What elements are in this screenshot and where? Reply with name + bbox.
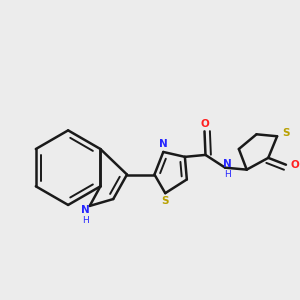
Text: N: N (81, 205, 90, 215)
Text: O: O (290, 160, 299, 170)
Text: O: O (200, 118, 209, 128)
Text: N: N (223, 159, 231, 169)
Text: H: H (82, 216, 89, 225)
Text: S: S (282, 128, 290, 138)
Text: N: N (159, 139, 168, 149)
Text: S: S (161, 196, 169, 206)
Text: H: H (224, 170, 230, 179)
